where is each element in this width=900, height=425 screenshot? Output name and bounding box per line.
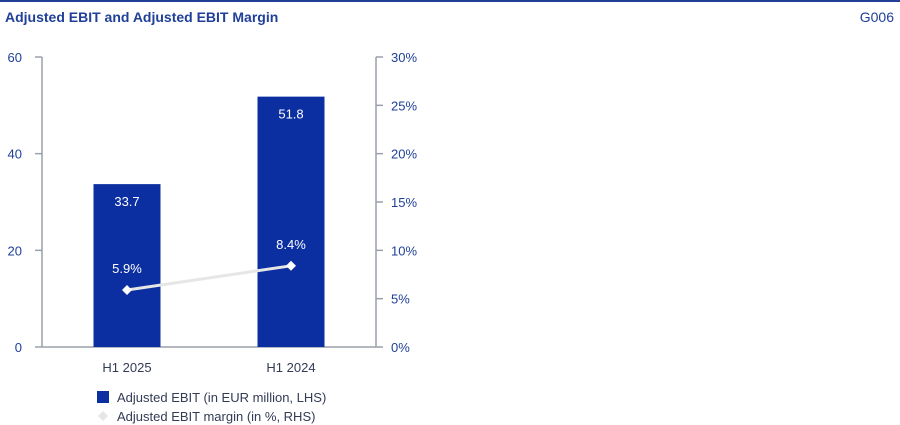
- legend: Adjusted EBIT (in EUR million, LHS) Adjus…: [97, 390, 326, 424]
- margin-point: [286, 260, 296, 271]
- ebit-bar: [93, 184, 161, 347]
- legend-line-label: Adjusted EBIT margin (in %, RHS): [117, 409, 315, 424]
- right-axis-tick-label: 0%: [391, 340, 410, 355]
- right-axis-tick-label: 15%: [391, 195, 417, 210]
- ebit-bar-value-label: 51.8: [278, 107, 303, 122]
- ebit-bar-value-label: 33.7: [114, 194, 139, 209]
- x-axis-category-label: H1 2025: [102, 360, 151, 375]
- bars-group: [93, 96, 325, 347]
- left-axis-tick-label: 40: [8, 147, 22, 162]
- margin-line: [126, 264, 292, 292]
- axes-group: 0 20 40 60 0% 5% 10% 15% 20% 25% 30% H1 2025 H1 2024: [8, 50, 418, 375]
- right-axis-tick-label: 5%: [391, 292, 410, 307]
- margin-value-label: 8.4%: [276, 237, 306, 252]
- legend-line-swatch: [98, 411, 108, 421]
- right-axis-tick-label: 30%: [391, 50, 417, 65]
- ebit-bar: [257, 96, 325, 347]
- margin-point: [122, 284, 132, 295]
- chart-code: G006: [859, 9, 894, 25]
- legend-bar-label: Adjusted EBIT (in EUR million, LHS): [117, 390, 326, 405]
- data-labels-group: 33.7 51.8 5.9% 8.4%: [112, 107, 306, 276]
- left-axis-tick-label: 0: [15, 340, 22, 355]
- header-rule: [0, 0, 900, 2]
- right-axis-tick-label: 20%: [391, 147, 417, 162]
- margin-line-group: [122, 260, 296, 295]
- chart-title: Adjusted EBIT and Adjusted EBIT Margin: [5, 9, 279, 25]
- legend-bar-swatch: [97, 391, 109, 403]
- left-axis-tick-label: 60: [8, 50, 22, 65]
- x-axis-category-label: H1 2024: [266, 360, 315, 375]
- margin-value-label: 5.9%: [112, 261, 142, 276]
- left-axis-tick-label: 20: [8, 243, 22, 258]
- right-axis-tick-label: 10%: [391, 243, 417, 258]
- right-axis-tick-label: 25%: [391, 98, 417, 113]
